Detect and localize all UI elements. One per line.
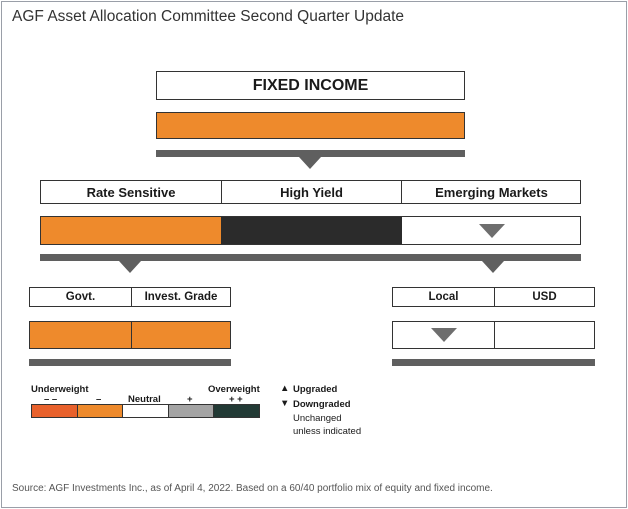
category-emerging-markets: Emerging Markets	[402, 181, 581, 203]
emerging-sub-rating-bar	[392, 321, 595, 349]
page-title: AGF Asset Allocation Committee Second Qu…	[12, 8, 404, 25]
legend-swatch	[123, 405, 169, 417]
downgraded-icon: ▼	[280, 398, 290, 409]
fixed-income-rating-bar	[156, 112, 465, 139]
fixed-income-label: FIXED INCOME	[156, 71, 465, 100]
category-high-yield-label: High Yield	[280, 184, 343, 200]
subcategory-divider	[494, 322, 495, 348]
upgraded-icon: ▲	[280, 383, 290, 394]
legend-minus: –	[96, 394, 102, 405]
local-rating	[393, 322, 494, 348]
legend-swatch	[77, 405, 124, 417]
key-unless-indicated: unless indicated	[293, 426, 362, 437]
high-yield-rating	[221, 217, 402, 244]
legend-swatch	[214, 405, 259, 417]
legend-minus-minus: – –	[44, 394, 58, 405]
key-downgraded: Downgraded	[293, 399, 351, 410]
legend-overweight: Overweight	[208, 384, 260, 395]
rate-sensitive-sub-underline	[29, 359, 231, 366]
source-note: Source: AGF Investments Inc., as of Apri…	[12, 483, 493, 494]
subcategory-local: Local	[393, 288, 494, 306]
legend-swatch	[168, 405, 215, 417]
subcategory-divider	[131, 288, 132, 306]
downgraded-marker-icon	[478, 223, 505, 238]
legend-swatch	[32, 405, 78, 417]
subcategory-divider	[494, 288, 495, 306]
category-rate-sensitive-label: Rate Sensitive	[86, 184, 176, 200]
subcategory-usd: USD	[495, 288, 594, 306]
fixed-income-connector-bar	[156, 150, 465, 157]
categories-row: Rate Sensitive High Yield Emerging Marke…	[40, 180, 581, 204]
emerging-subcategories: Local USD	[392, 287, 595, 307]
category-divider	[221, 181, 222, 203]
categories-connector-bar	[40, 254, 581, 261]
subcategory-govt-label: Govt.	[65, 291, 96, 303]
rate-sensitive-subcategories: Govt. Invest. Grade	[29, 287, 231, 307]
subcategory-divider	[131, 322, 132, 348]
subcategory-local-label: Local	[428, 291, 459, 303]
legend-neutral: Neutral	[128, 394, 161, 405]
rate-sensitive-connector-arrow	[119, 261, 141, 273]
subcategory-usd-label: USD	[532, 291, 557, 303]
fixed-income-connector-arrow	[299, 157, 321, 169]
key-upgraded: Upgraded	[293, 384, 338, 395]
category-divider	[401, 181, 402, 203]
emerging-markets-rating	[402, 217, 581, 244]
category-high-yield: High Yield	[222, 181, 401, 203]
downgraded-marker-icon	[430, 328, 457, 342]
fixed-income-text: FIXED INCOME	[252, 76, 369, 94]
rate-sensitive-sub-rating-bar	[29, 321, 231, 349]
legend-underweight: Underweight	[31, 384, 89, 395]
emerging-markets-connector-arrow	[482, 261, 504, 273]
subcategory-govt: Govt.	[30, 288, 131, 306]
category-rate-sensitive: Rate Sensitive	[41, 181, 221, 203]
rate-sensitive-rating	[41, 217, 221, 244]
legend-swatches	[31, 404, 260, 418]
category-emerging-markets-label: Emerging Markets	[435, 184, 548, 200]
key-unchanged: Unchanged	[293, 413, 342, 424]
legend-plus: +	[187, 394, 193, 405]
emerging-sub-underline	[392, 359, 595, 366]
subcategory-invest-grade: Invest. Grade	[132, 288, 230, 306]
legend-plus-plus: + +	[229, 394, 243, 405]
categories-rating-bar	[40, 216, 581, 245]
subcategory-invest-grade-label: Invest. Grade	[144, 291, 218, 303]
